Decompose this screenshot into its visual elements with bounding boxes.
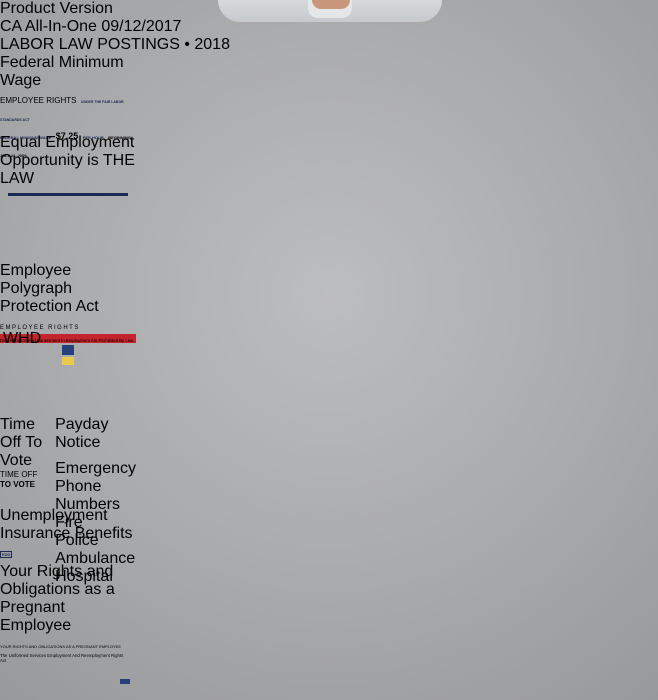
flsa-title: EMPLOYEE RIGHTS [0,96,77,105]
poster-header: Product Version CA All-In-One 09/12/2017… [0,0,658,54]
emergency-label: Ambulance [55,550,136,567]
section-payday-notice: Payday Notice [55,416,136,458]
whd-logo: WHD [3,329,42,347]
section-title-bar: Time Off To Vote [0,416,43,469]
divider [8,193,128,196]
emergency-row: Police [55,532,136,550]
poster-content: Federal Minimum Wage EMPLOYEE RIGHTS UND… [0,54,658,700]
section-federal-minimum-wage: Federal Minimum Wage EMPLOYEE RIGHTS UND… [0,54,136,158]
product-version-line2: CA All-In-One 09/12/2017 [0,18,182,35]
dol-logo [120,678,130,684]
vote-payday-row: Time Off To Vote TIME OFF TO VOTE [0,416,136,585]
effective-date: BEGINNING JULY 24, 2009 [0,135,131,158]
section-time-off-to-vote: Time Off To Vote TIME OFF TO VOTE [0,416,53,507]
yellow-badge [62,357,74,365]
pregnant-title: YOUR RIGHTS AND OBLIGATIONS AS A PREGNAN… [0,644,121,649]
text-lines [15,669,130,677]
wage-amount: $7.25 [55,131,79,141]
section-userra: The Uniformed Services Employment And Re… [0,653,130,700]
section-title-bar: The Uniformed Services Employment And Re… [0,653,124,663]
left-column: Federal Minimum Wage EMPLOYEE RIGHTS UND… [0,54,136,653]
emergency-label: Hospital [55,568,113,585]
section-title-bar: Emergency Phone Numbers [55,460,136,513]
polygraph-title: EMPLOYEE RIGHTS [0,325,80,331]
section-emergency-phone-numbers: Emergency Phone Numbers Fire Police Ambu… [55,460,136,586]
vote-line1: TIME OFF [0,470,38,479]
emergency-label: Fire [55,514,83,531]
section-title-bar: Federal Minimum Wage [0,54,124,89]
section-eeo-is-the-law: Equal Employment Opportunity is THE LAW [0,134,136,262]
product-version-label: Product Version CA All-In-One 09/12/2017 [0,0,658,36]
section-pregnant-employee-rights: Your Rights and Obligations as a Pregnan… [0,563,136,653]
emergency-row: Hospital [55,568,136,586]
wage-label: FEDERAL MINIMUM WAGE [0,135,52,140]
person-neck [312,0,350,9]
vote-line2: TO VOTE [0,480,35,489]
section-title-bar: Payday Notice [55,416,109,451]
section-title-bar: Unemployment Insurance Benefits [0,507,133,542]
section-unemployment-insurance: Unemployment Insurance Benefits EDD [0,507,136,563]
product-version-line1: Product Version [0,0,113,17]
edd-logo: EDD [0,551,13,558]
section-title-bar: Equal Employment Opportunity is THE LAW [0,134,135,187]
text-lines [55,452,136,458]
text-lines [2,679,118,684]
section-discrimination-harassment: Discrimination And Harassment In Employm… [0,338,136,416]
dfeh-logo [62,345,74,355]
emergency-row: Fire [55,514,136,532]
section-polygraph-protection: Employee Polygraph Protection Act EMPLOY… [0,262,136,347]
section-title-bar: Your Rights and Obligations as a Pregnan… [0,563,115,634]
poster-title: LABOR LAW POSTINGS • 2018 [0,36,230,53]
product-version-text: Product Version CA All-In-One 09/12/2017 [0,0,658,36]
middle-column: The Uniformed Services Employment And Re… [0,653,130,700]
whd-footer-band: WHD [0,330,136,347]
section-title-bar: Discrimination And Harassment In Employm… [0,338,134,343]
section-title-bar: Employee Polygraph Protection Act [0,262,99,315]
per-hour: PER HOUR [82,135,104,140]
emergency-label: Police [55,532,99,549]
flsa-subtitle: UNDER THE FAIR LABOR STANDARDS ACT [0,100,124,122]
emergency-row: Ambulance [55,550,136,568]
